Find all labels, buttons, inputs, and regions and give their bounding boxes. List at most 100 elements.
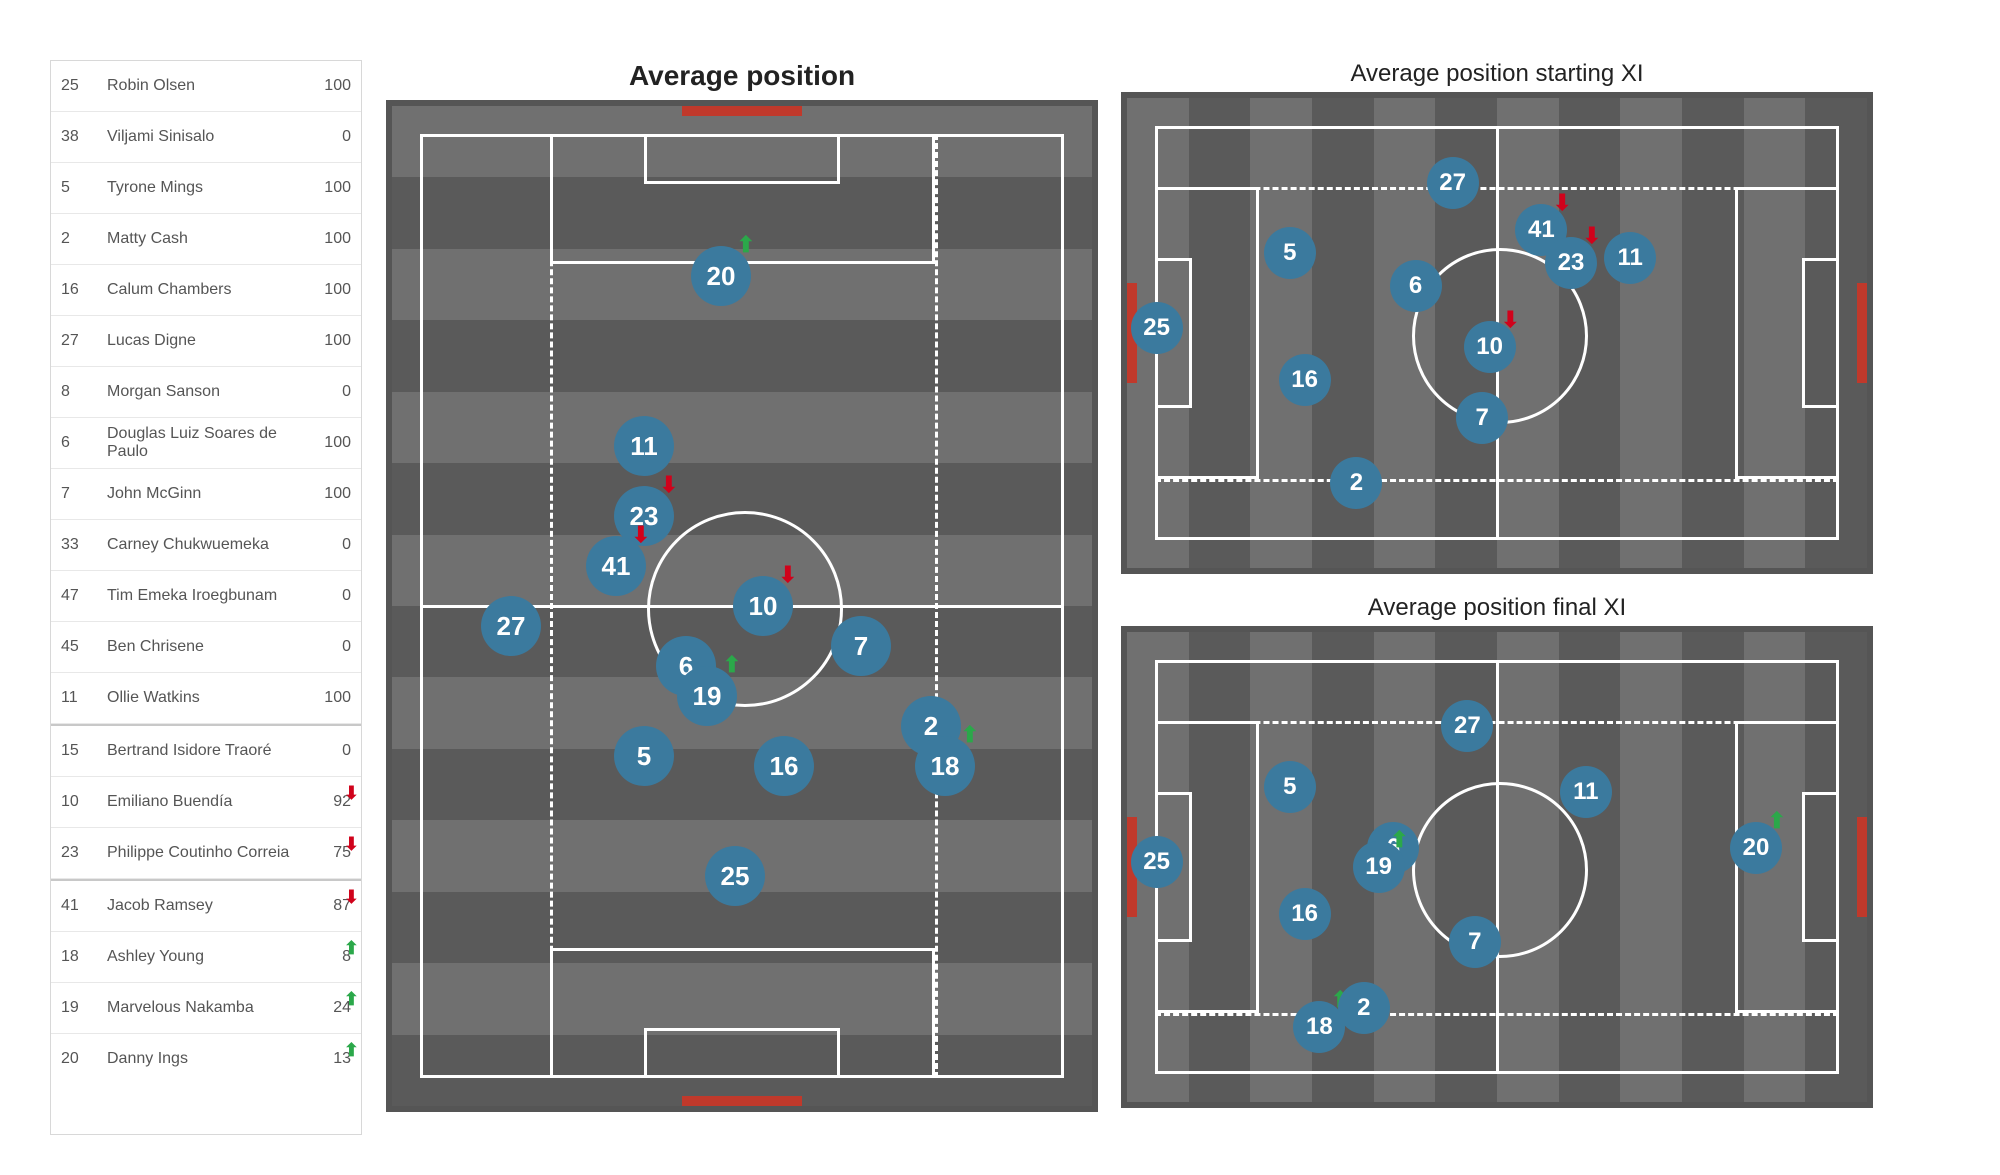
- arrow-up-icon: ⬆: [961, 722, 979, 748]
- player-marker: 41⬇: [586, 536, 646, 596]
- player-name: Jacob Ramsey: [101, 893, 301, 919]
- table-row: 2 Matty Cash 100: [51, 214, 361, 265]
- player-marker: 20⬆: [691, 246, 751, 306]
- table-row: 6 Douglas Luiz Soares de Paulo 100: [51, 418, 361, 469]
- player-number: 5: [61, 179, 101, 197]
- player-marker: 5: [1264, 227, 1316, 279]
- arrow-down-icon: ⬇: [632, 522, 650, 548]
- final-xi-pitch: 2551618⬆2619⬆7271120⬆: [1121, 626, 1873, 1108]
- player-number: 16: [61, 281, 101, 299]
- top-pitch-title: Average position starting XI: [1121, 60, 1873, 88]
- player-name: Ben Chrisene: [101, 634, 301, 660]
- table-row: 38 Viljami Sinisalo 0: [51, 112, 361, 163]
- player-value: 0: [301, 536, 351, 554]
- player-name: Carney Chukwuemeka: [101, 532, 301, 558]
- player-value: 87 ⬇: [301, 897, 351, 915]
- table-row: 20 Danny Ings 13 ⬆: [51, 1034, 361, 1084]
- table-row: 45 Ben Chrisene 0: [51, 622, 361, 673]
- player-number: 18: [61, 948, 101, 966]
- table-row: 16 Calum Chambers 100: [51, 265, 361, 316]
- player-number: 33: [61, 536, 101, 554]
- player-value: 0: [301, 383, 351, 401]
- player-name: Tim Emeka Iroegbunam: [101, 583, 301, 609]
- starting-xi-pitch: 255162276710⬇41⬇23⬇11: [1121, 92, 1873, 574]
- player-marker: 16: [1279, 354, 1331, 406]
- player-marker: 2: [1330, 457, 1382, 509]
- player-value: 13 ⬆: [301, 1050, 351, 1068]
- arrow-up-icon: ⬆: [344, 1040, 359, 1061]
- player-number: 10: [61, 793, 101, 811]
- player-name: Emiliano Buendía: [101, 789, 301, 815]
- player-name: Viljami Sinisalo: [101, 124, 301, 150]
- player-value: 100: [301, 434, 351, 452]
- arrow-up-icon: ⬆: [723, 652, 741, 678]
- player-marker: 6: [1390, 260, 1442, 312]
- arrow-up-icon: ⬆: [1768, 808, 1786, 834]
- player-name: Tyrone Mings: [101, 175, 301, 201]
- player-marker: 19⬆: [677, 666, 737, 726]
- player-number: 45: [61, 638, 101, 656]
- table-row: 27 Lucas Digne 100: [51, 316, 361, 367]
- table-row: 7 John McGinn 100: [51, 469, 361, 520]
- player-marker: 27: [1427, 157, 1479, 209]
- player-number: 11: [61, 689, 101, 707]
- player-name: Calum Chambers: [101, 277, 301, 303]
- player-value: 75 ⬇: [301, 844, 351, 862]
- player-number: 8: [61, 383, 101, 401]
- player-number: 27: [61, 332, 101, 350]
- player-marker: 27: [1441, 700, 1493, 752]
- player-number: 15: [61, 742, 101, 760]
- player-marker: 10⬇: [733, 576, 793, 636]
- arrow-down-icon: ⬇: [660, 472, 678, 498]
- table-row: 8 Morgan Sanson 0: [51, 367, 361, 418]
- player-marker: 16: [1279, 888, 1331, 940]
- player-marker: 2: [1338, 982, 1390, 1034]
- player-value: 100: [301, 179, 351, 197]
- player-name: Bertrand Isidore Traoré: [101, 738, 301, 764]
- player-name: Ollie Watkins: [101, 685, 301, 711]
- player-number: 6: [61, 434, 101, 452]
- arrow-down-icon: ⬇: [779, 562, 797, 588]
- arrow-up-icon: ⬆: [344, 989, 359, 1010]
- player-number: 2: [61, 230, 101, 248]
- player-name: Morgan Sanson: [101, 379, 301, 405]
- player-name: Philippe Coutinho Correia: [101, 840, 301, 866]
- arrow-down-icon: ⬇: [1501, 307, 1519, 333]
- player-marker: 27: [481, 596, 541, 656]
- player-value: 0: [301, 638, 351, 656]
- player-name: Marvelous Nakamba: [101, 995, 301, 1021]
- table-row: 15 Bertrand Isidore Traoré 0: [51, 724, 361, 777]
- player-name: John McGinn: [101, 481, 301, 507]
- player-value: 100: [301, 281, 351, 299]
- player-marker: 23⬇: [1545, 237, 1597, 289]
- player-value: 100: [301, 230, 351, 248]
- player-marker: 7: [1456, 392, 1508, 444]
- player-marker: 25: [1131, 836, 1183, 888]
- player-number: 38: [61, 128, 101, 146]
- table-row: 41 Jacob Ramsey 87 ⬇: [51, 879, 361, 932]
- player-marker: 18⬆: [915, 736, 975, 796]
- arrow-up-icon: ⬆: [737, 232, 755, 258]
- player-value: 100: [301, 77, 351, 95]
- player-marker: 7: [831, 616, 891, 676]
- player-value: 0: [301, 128, 351, 146]
- table-row: 23 Philippe Coutinho Correia 75 ⬇: [51, 828, 361, 879]
- player-marker: 5: [1264, 761, 1316, 813]
- player-marker: 11: [1560, 766, 1612, 818]
- player-marker: 16: [754, 736, 814, 796]
- table-row: 33 Carney Chukwuemeka 0: [51, 520, 361, 571]
- player-marker: 20⬆: [1730, 822, 1782, 874]
- arrow-down-icon: ⬇: [344, 887, 359, 908]
- arrow-up-icon: ⬆: [344, 938, 359, 959]
- player-table: 25 Robin Olsen 100 38 Viljami Sinisalo 0…: [50, 60, 362, 1135]
- arrow-up-icon: ⬆: [1390, 827, 1408, 853]
- player-value: 8 ⬆: [301, 948, 351, 966]
- table-row: 19 Marvelous Nakamba 24 ⬆: [51, 983, 361, 1034]
- player-value: 100: [301, 485, 351, 503]
- player-marker: 7: [1449, 916, 1501, 968]
- arrow-down-icon: ⬇: [1583, 223, 1601, 249]
- player-name: Douglas Luiz Soares de Paulo: [101, 421, 301, 464]
- player-number: 41: [61, 897, 101, 915]
- player-value: 24 ⬆: [301, 999, 351, 1017]
- player-value: 0: [301, 587, 351, 605]
